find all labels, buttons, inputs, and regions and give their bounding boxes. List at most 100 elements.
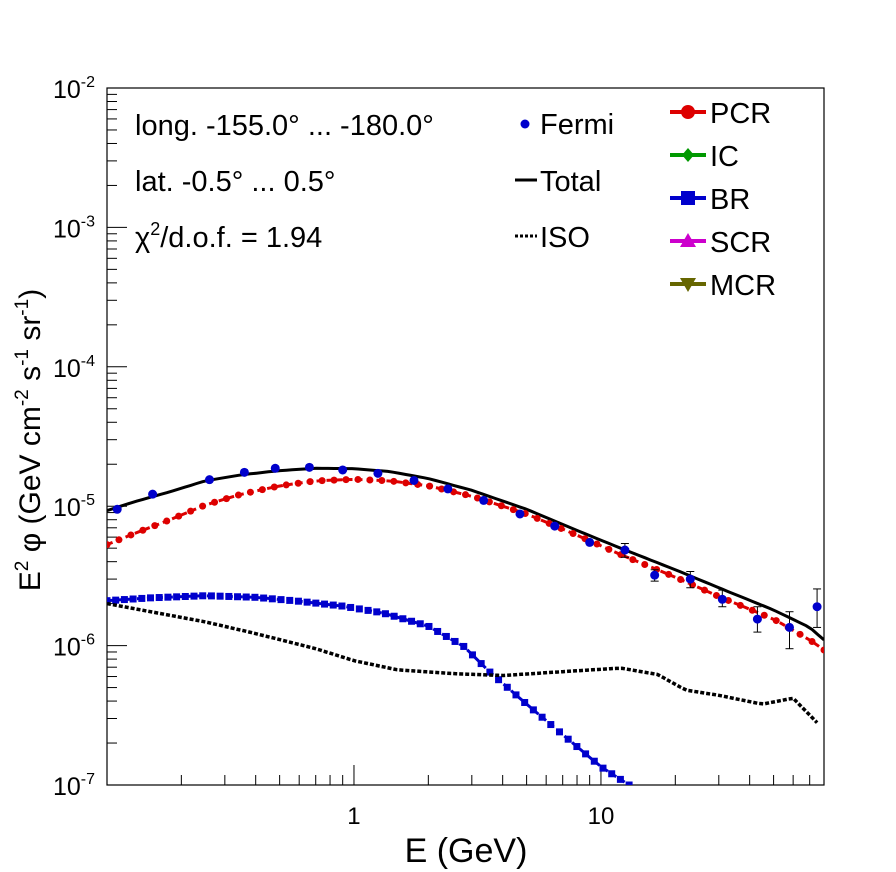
data-point: [608, 770, 616, 778]
legend-label-ic: IC: [710, 141, 739, 173]
data-point: [712, 591, 720, 599]
data-point: [187, 507, 195, 515]
y-tick-label: 10-4: [53, 353, 95, 383]
y-tick-labels: 10-7 10-6 10-5 10-4 10-3 10-2: [53, 74, 95, 801]
data-point: [294, 597, 302, 605]
data-point: [181, 592, 189, 600]
data-point: [701, 586, 708, 594]
legend-label-pcr: PCR: [710, 98, 771, 130]
data-point: [355, 605, 363, 613]
data-point: [820, 646, 824, 654]
data-point: [416, 620, 424, 628]
data-point: [569, 529, 577, 537]
data-point: [120, 596, 128, 604]
data-point: [151, 522, 159, 530]
data-point: [204, 475, 214, 485]
annotation-longitude: long. -155.0° ... -180.0°: [135, 110, 434, 142]
data-point: [477, 660, 485, 668]
data-point: [115, 536, 123, 544]
data-point: [251, 593, 259, 601]
x-tick-label: 10: [588, 803, 615, 830]
data-point: [573, 743, 581, 751]
plot-frame: [106, 87, 825, 786]
legend-label-br: BR: [710, 184, 750, 216]
data-point: [329, 601, 337, 609]
data-point: [479, 495, 489, 505]
legend-label-total: Total: [540, 166, 601, 198]
data-point: [342, 476, 350, 484]
legend-label-iso: ISO: [540, 222, 590, 254]
data-point: [390, 612, 398, 620]
y-tick-label: 10-5: [53, 492, 95, 522]
data-point: [434, 627, 442, 635]
data-point: [260, 594, 268, 602]
data-point: [685, 574, 695, 584]
data-point: [616, 775, 624, 783]
data-point: [147, 594, 155, 602]
series-iso: [107, 601, 819, 724]
data-point: [381, 610, 389, 618]
data-point: [138, 594, 146, 602]
data-point: [650, 570, 660, 580]
data-point: [486, 668, 494, 676]
data-point: [785, 622, 795, 632]
data-point: [443, 484, 453, 494]
data-point: [373, 608, 381, 616]
data-point: [625, 781, 633, 785]
data-point: [199, 502, 207, 510]
data-point: [270, 463, 280, 473]
data-point: [338, 465, 348, 475]
data-point: [772, 617, 780, 625]
data-point: [366, 476, 374, 484]
data-point: [199, 592, 207, 600]
data-point: [409, 475, 419, 485]
data-point: [399, 615, 407, 623]
data-point: [533, 514, 541, 522]
data-point: [129, 595, 137, 603]
legend-right: PCR IC BR SCR MCR: [670, 98, 776, 302]
data-point: [338, 602, 346, 610]
data-point: [462, 491, 469, 499]
data-point: [550, 521, 560, 531]
data-point: [234, 593, 242, 601]
data-point: [796, 630, 804, 638]
data-point: [139, 526, 147, 534]
data-point: [148, 489, 158, 499]
legend-label-scr: SCR: [710, 227, 771, 259]
data-point: [451, 637, 459, 645]
data-point: [294, 479, 302, 487]
data-point: [270, 483, 278, 491]
data-point: [677, 575, 685, 583]
data-point: [225, 592, 233, 600]
data-point: [373, 468, 383, 478]
data-point: [515, 509, 525, 519]
data-point: [620, 545, 630, 555]
data-point: [321, 600, 329, 608]
y-tick-label: 10-3: [53, 213, 95, 243]
data-point: [808, 638, 816, 646]
legend-marker-fermi: [520, 119, 530, 129]
data-point: [277, 596, 285, 604]
data-point: [593, 540, 601, 548]
data-point: [223, 495, 230, 503]
data-point: [318, 477, 326, 485]
legend-marker-br: [681, 191, 695, 205]
data-point: [390, 477, 398, 485]
data-point: [605, 545, 613, 553]
series-line-br: [107, 594, 630, 785]
data-point: [402, 479, 410, 487]
data-point: [748, 606, 756, 614]
data-point: [509, 506, 517, 514]
data-point: [378, 476, 386, 484]
series-line-iso: [107, 601, 819, 724]
series-line-total: [107, 466, 824, 641]
data-point: [473, 494, 481, 502]
data-point: [426, 482, 434, 490]
data-point: [582, 750, 590, 758]
data-point: [529, 706, 537, 714]
data-point: [286, 596, 294, 604]
data-point: [538, 713, 546, 721]
data-point: [239, 467, 249, 477]
data-point: [442, 632, 450, 640]
